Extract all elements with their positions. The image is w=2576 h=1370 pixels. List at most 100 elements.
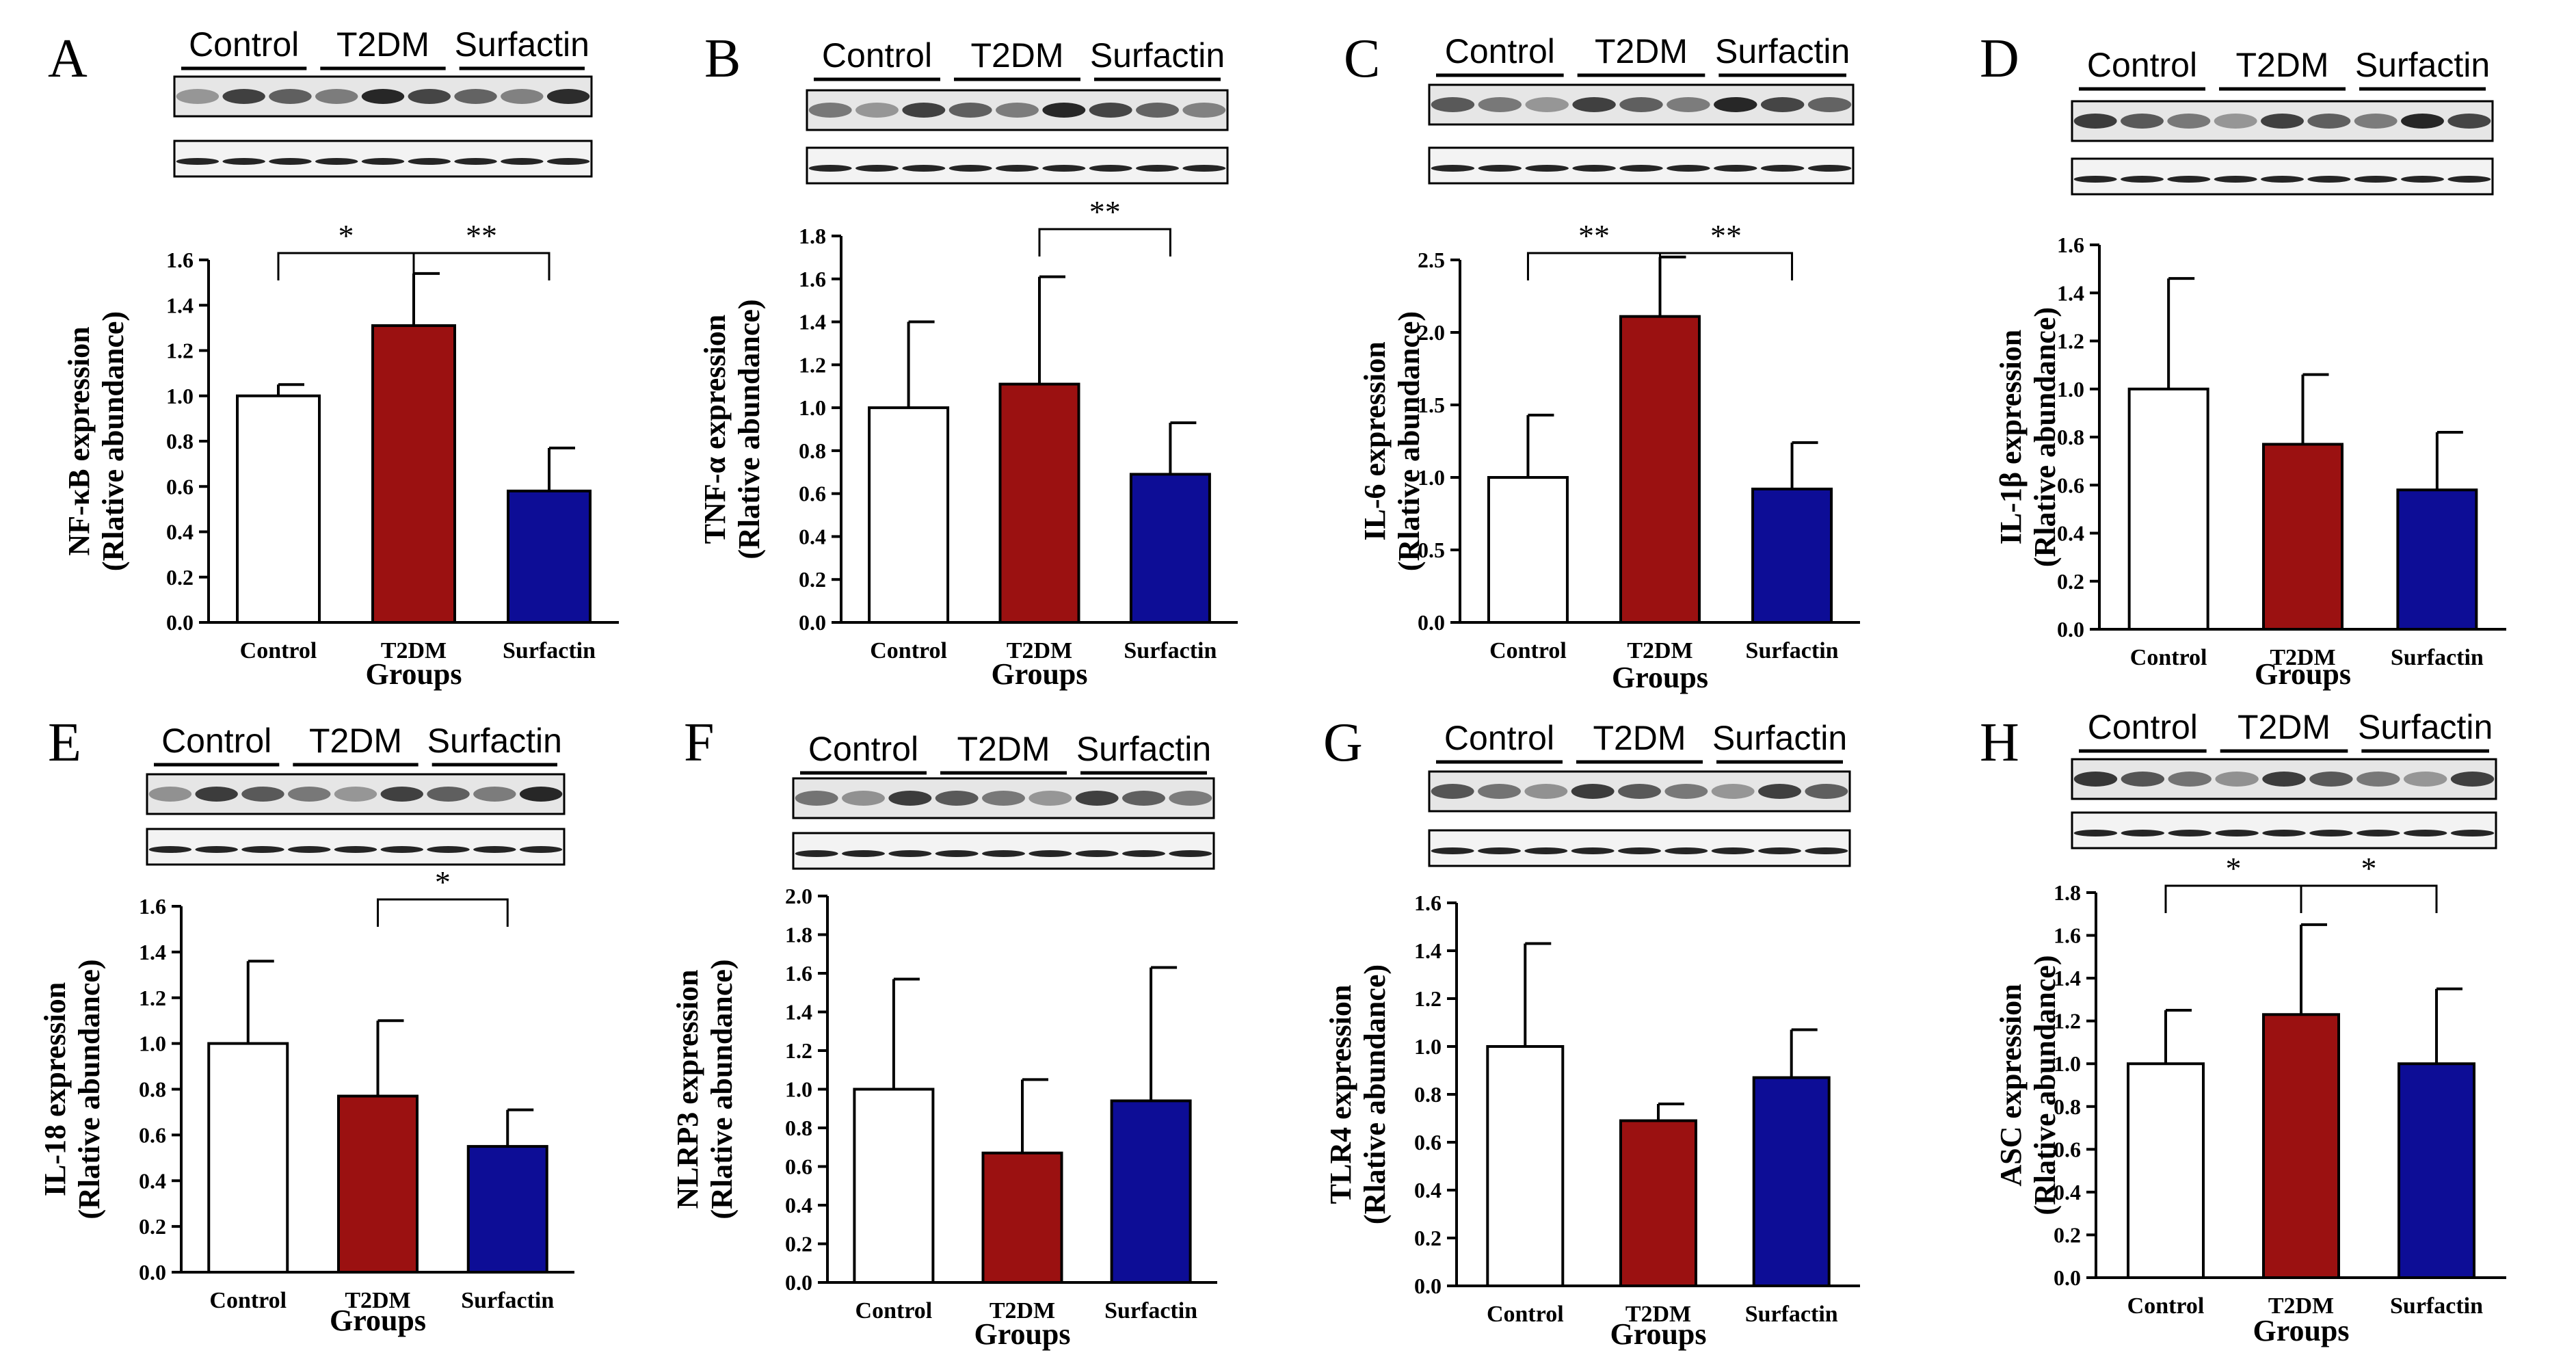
y-tick-label: 0.4 (785, 1193, 812, 1217)
blot-band (176, 158, 220, 165)
bar-surfactin (2396, 488, 2478, 631)
bar-surfactin (507, 489, 592, 624)
y-axis-label-line: NF-κB expression (62, 326, 96, 555)
significance-bracket (1526, 252, 1661, 280)
blot-band (380, 787, 423, 802)
bar-control (207, 1042, 289, 1274)
y-tick-label: 0.0 (1414, 1274, 1442, 1298)
blot-group-label: Surfactin (455, 25, 589, 64)
y-axis-label-line: TNF-α expression (698, 315, 732, 544)
x-tick-label: T2DM (990, 1298, 1055, 1323)
bar-control (868, 406, 950, 624)
blot-band (948, 165, 992, 172)
y-tick-label: 1.8 (785, 923, 812, 947)
blot-band (2403, 830, 2447, 837)
blot-band (2354, 176, 2398, 183)
y-axis-label-line: (Rlative abundance) (1392, 311, 1426, 571)
panel-e: E Control T2DM Surfactin 0.0 0.2 0.4 0.6 0.8 1.0 1… (38, 713, 574, 1337)
y-axis-label-line: TLR4 expression (1324, 985, 1357, 1204)
x-tick-label: Surfactin (1124, 638, 1217, 663)
blot-band (2401, 176, 2444, 183)
bar-t2dm (1619, 1119, 1697, 1287)
x-axis-label: Groups (1610, 1317, 1706, 1351)
x-axis-label: Groups (974, 1317, 1070, 1351)
x-tick-label: T2DM (2270, 645, 2335, 670)
blot-band (1571, 784, 1615, 799)
x-tick-label: Surfactin (1104, 1298, 1197, 1323)
blot-band (1805, 847, 1848, 854)
blot-group-label: Control (189, 25, 299, 64)
blot-band (241, 846, 284, 853)
y-tick-label: 0.2 (139, 1214, 166, 1239)
blot-group-label: Surfactin (1715, 32, 1850, 70)
y-tick-label: 1.0 (2057, 377, 2084, 401)
blot-band (334, 787, 377, 802)
blot-band (2356, 830, 2400, 837)
x-axis-label: Groups (365, 657, 462, 691)
blot-band (501, 89, 544, 104)
y-tick-label: 1.0 (785, 1077, 812, 1102)
blot-band (2073, 830, 2118, 837)
y-tick-label: 1.4 (785, 1000, 812, 1025)
blot-band (808, 165, 852, 172)
blot-band (2215, 830, 2259, 837)
blot-band (454, 89, 497, 104)
x-tick-label: Surfactin (2390, 1293, 2483, 1319)
blot-group-label: Surfactin (1712, 719, 1847, 757)
blot-band (2167, 176, 2211, 183)
blot-band (2073, 176, 2117, 183)
blot-band (1714, 97, 1757, 112)
blot-band (195, 787, 238, 802)
blot-band (795, 850, 838, 857)
significance-label: * (2361, 851, 2377, 886)
y-tick-label: 0.5 (1418, 538, 1445, 562)
y-axis-label-line: (Rlative abundance) (2028, 307, 2062, 567)
blot-band (269, 89, 312, 104)
x-tick-label: Surfactin (2391, 645, 2484, 670)
significance-label: * (2226, 851, 2242, 886)
blot-band (1805, 784, 1848, 799)
x-axis-label: Groups (330, 1304, 426, 1337)
blot-band (1571, 847, 1615, 854)
y-tick-label: 0.2 (1414, 1226, 1442, 1250)
y-tick-label: 1.6 (799, 267, 826, 291)
bar-surfactin (1752, 1076, 1831, 1287)
y-axis-label: IL-6 expression(Rlative abundance) (1358, 311, 1426, 571)
y-tick-label: 1.4 (2057, 280, 2084, 305)
blot-band (2121, 830, 2165, 837)
blot-band (888, 791, 932, 806)
x-tick-label: Control (209, 1288, 287, 1313)
blot-group-label: Control (2088, 708, 2198, 746)
blot-group-label: T2DM (1595, 32, 1688, 70)
blot-band (148, 846, 192, 853)
blot-band (222, 158, 265, 165)
blot-band (2121, 114, 2164, 129)
blot-group-label: Surfactin (1090, 36, 1225, 75)
bar-control (2127, 387, 2209, 631)
bar-t2dm (2262, 443, 2343, 631)
blot-band (1122, 791, 1165, 806)
blot-group-label: Surfactin (1076, 730, 1211, 768)
y-tick-label: 0.8 (2054, 1094, 2081, 1119)
blot-group-label: T2DM (2238, 708, 2331, 746)
blot-group-label: T2DM (309, 722, 402, 760)
panel-letter: A (48, 29, 88, 89)
blot-band (288, 846, 331, 853)
blot-band (2450, 830, 2495, 837)
blot-band (1711, 847, 1755, 854)
y-tick-label: 0.4 (166, 520, 194, 544)
blot-band (1478, 165, 1522, 172)
bar-surfactin (1129, 473, 1211, 624)
blot-band (1478, 784, 1521, 799)
blot-group-label: Control (822, 36, 932, 75)
y-axis-label: TLR4 expression(Rlative abundance) (1324, 964, 1392, 1224)
significance-label: * (338, 218, 354, 253)
y-tick-label: 1.2 (166, 339, 194, 363)
blot-band (1075, 791, 1119, 806)
y-tick-label: 0.2 (785, 1232, 812, 1256)
y-tick-label: 0.4 (2057, 521, 2084, 546)
y-tick-label: 0.4 (799, 524, 826, 549)
blot-band (2073, 772, 2118, 787)
y-axis-label: TNF-α expression(Rlative abundance) (698, 299, 766, 559)
bar-control (1487, 476, 1569, 624)
